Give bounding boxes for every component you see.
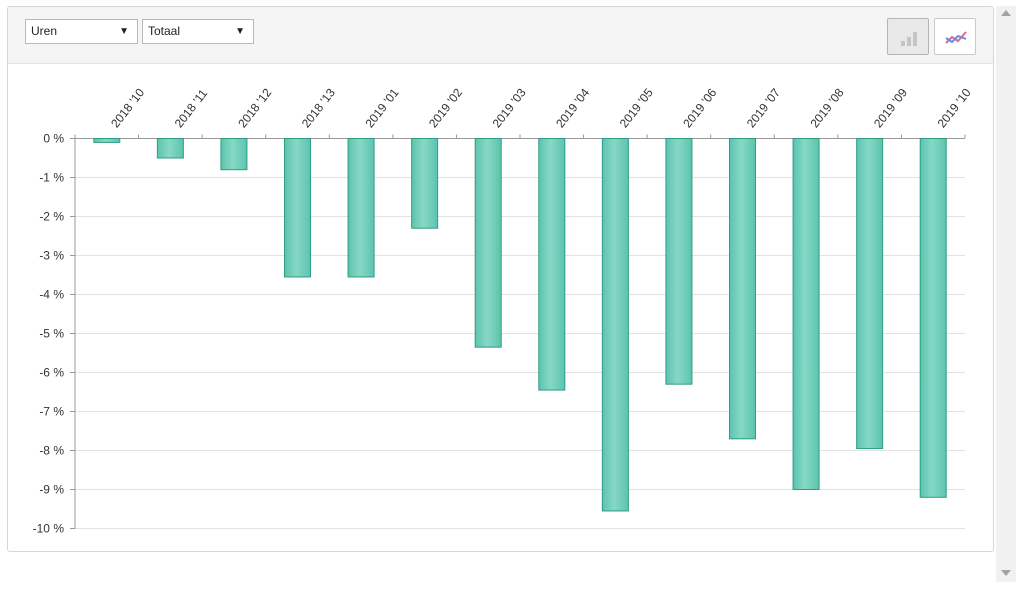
bar	[411, 138, 439, 229]
bar	[156, 138, 184, 159]
x-tick-label: 2019 '07	[744, 85, 783, 130]
bar	[856, 138, 884, 450]
scroll-up-arrow-icon[interactable]	[1001, 10, 1011, 16]
y-tick-label: -6 %	[39, 366, 64, 380]
y-tick-label: -1 %	[39, 171, 64, 185]
bar	[220, 138, 248, 171]
bar-chart-icon	[901, 32, 917, 46]
x-tick-label: 2018 '12	[235, 85, 274, 130]
x-tick-label: 2019 '03	[490, 85, 529, 130]
line-chart-icon	[945, 31, 967, 44]
scope-select[interactable]: Totaal ▼	[142, 19, 254, 44]
y-tick-label: -4 %	[39, 288, 64, 302]
x-tick-label: 2018 '11	[172, 86, 211, 130]
bar-chart: 0 % -1 % -2 % -3 % -4 % -5 % -6 % -7 % -8 % -9 % -…	[33, 85, 974, 536]
metric-select[interactable]: Uren ▼	[25, 19, 138, 44]
x-tick-label: 2019 '09	[871, 85, 910, 130]
bar-chart-view-button[interactable]	[887, 18, 929, 55]
metric-select-value: Uren	[31, 24, 58, 38]
bar	[284, 138, 311, 278]
chart-panel: Uren ▼ Totaal ▼ 0 % -1 % -2 % -3 % -4 % -5 % -…	[7, 6, 994, 552]
x-tick-label: 2019 '08	[807, 85, 846, 130]
y-tick-label: -9 %	[39, 483, 64, 497]
x-tick-label: 2019 '10	[935, 85, 974, 130]
x-tick-label: 2018 '10	[108, 85, 147, 130]
bar	[792, 138, 820, 490]
x-tick-label: 2019 '01	[362, 85, 401, 130]
bar	[474, 138, 502, 348]
chart-toolbar: Uren ▼ Totaal ▼	[8, 7, 993, 64]
y-tick-label: -2 %	[39, 210, 64, 224]
bar	[665, 138, 693, 385]
y-tick-label: -5 %	[39, 327, 64, 341]
y-tick-label: -7 %	[39, 405, 64, 419]
x-tick-label: 2019 '05	[617, 85, 656, 130]
y-tick-label: 0 %	[43, 132, 64, 146]
scroll-down-arrow-icon[interactable]	[1001, 570, 1011, 576]
y-tick-label: -8 %	[39, 444, 64, 458]
x-tick-label: 2019 '02	[426, 85, 465, 130]
y-tick-label: -3 %	[39, 249, 64, 263]
x-tick-label: 2018 '13	[299, 85, 338, 130]
dropdown-arrow-icon: ▼	[119, 26, 129, 37]
bar	[347, 138, 375, 278]
x-tick-label: 2019 '04	[553, 85, 592, 130]
bar	[93, 138, 121, 143]
bar	[729, 138, 756, 440]
y-tick-label: -10 %	[33, 522, 65, 536]
vertical-scrollbar[interactable]	[996, 6, 1016, 582]
bar	[601, 138, 629, 512]
bar	[919, 138, 947, 498]
scope-select-value: Totaal	[148, 24, 181, 38]
x-tick-label: 2019 '06	[680, 85, 719, 130]
dropdown-arrow-icon: ▼	[235, 26, 245, 37]
line-chart-view-button[interactable]	[934, 18, 976, 55]
bar	[538, 138, 566, 391]
